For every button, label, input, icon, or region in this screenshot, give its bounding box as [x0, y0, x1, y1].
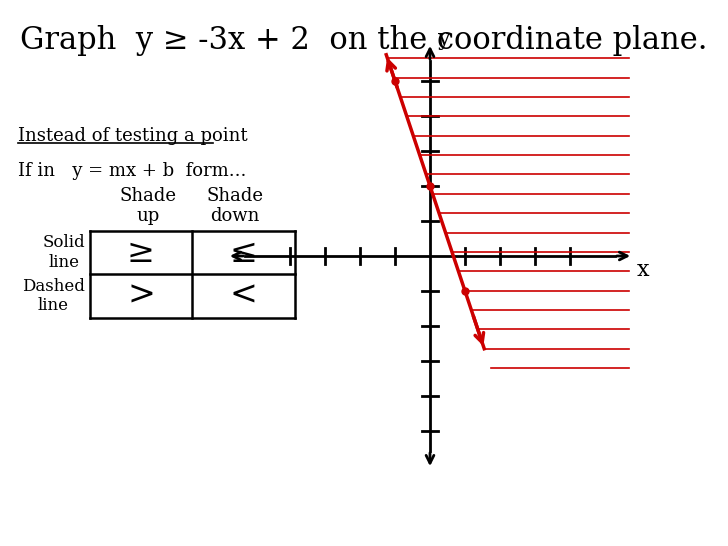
- Text: y: y: [438, 28, 451, 50]
- Text: x: x: [637, 259, 649, 281]
- Text: Shade
up: Shade up: [119, 187, 176, 225]
- Text: Graph  y ≥ -3x + 2  on the coordinate plane.: Graph y ≥ -3x + 2 on the coordinate plan…: [20, 26, 708, 56]
- Text: Solid
line: Solid line: [42, 234, 85, 271]
- Text: If in   y = mx + b  form...: If in y = mx + b form...: [18, 162, 246, 180]
- Text: Shade
down: Shade down: [207, 187, 264, 225]
- Text: Instead of testing a point: Instead of testing a point: [18, 127, 248, 145]
- Text: >: >: [127, 280, 155, 312]
- Text: Dashed
line: Dashed line: [22, 278, 85, 314]
- Text: ≤: ≤: [229, 236, 258, 269]
- Text: ≥: ≥: [127, 236, 155, 269]
- Text: <: <: [229, 280, 258, 312]
